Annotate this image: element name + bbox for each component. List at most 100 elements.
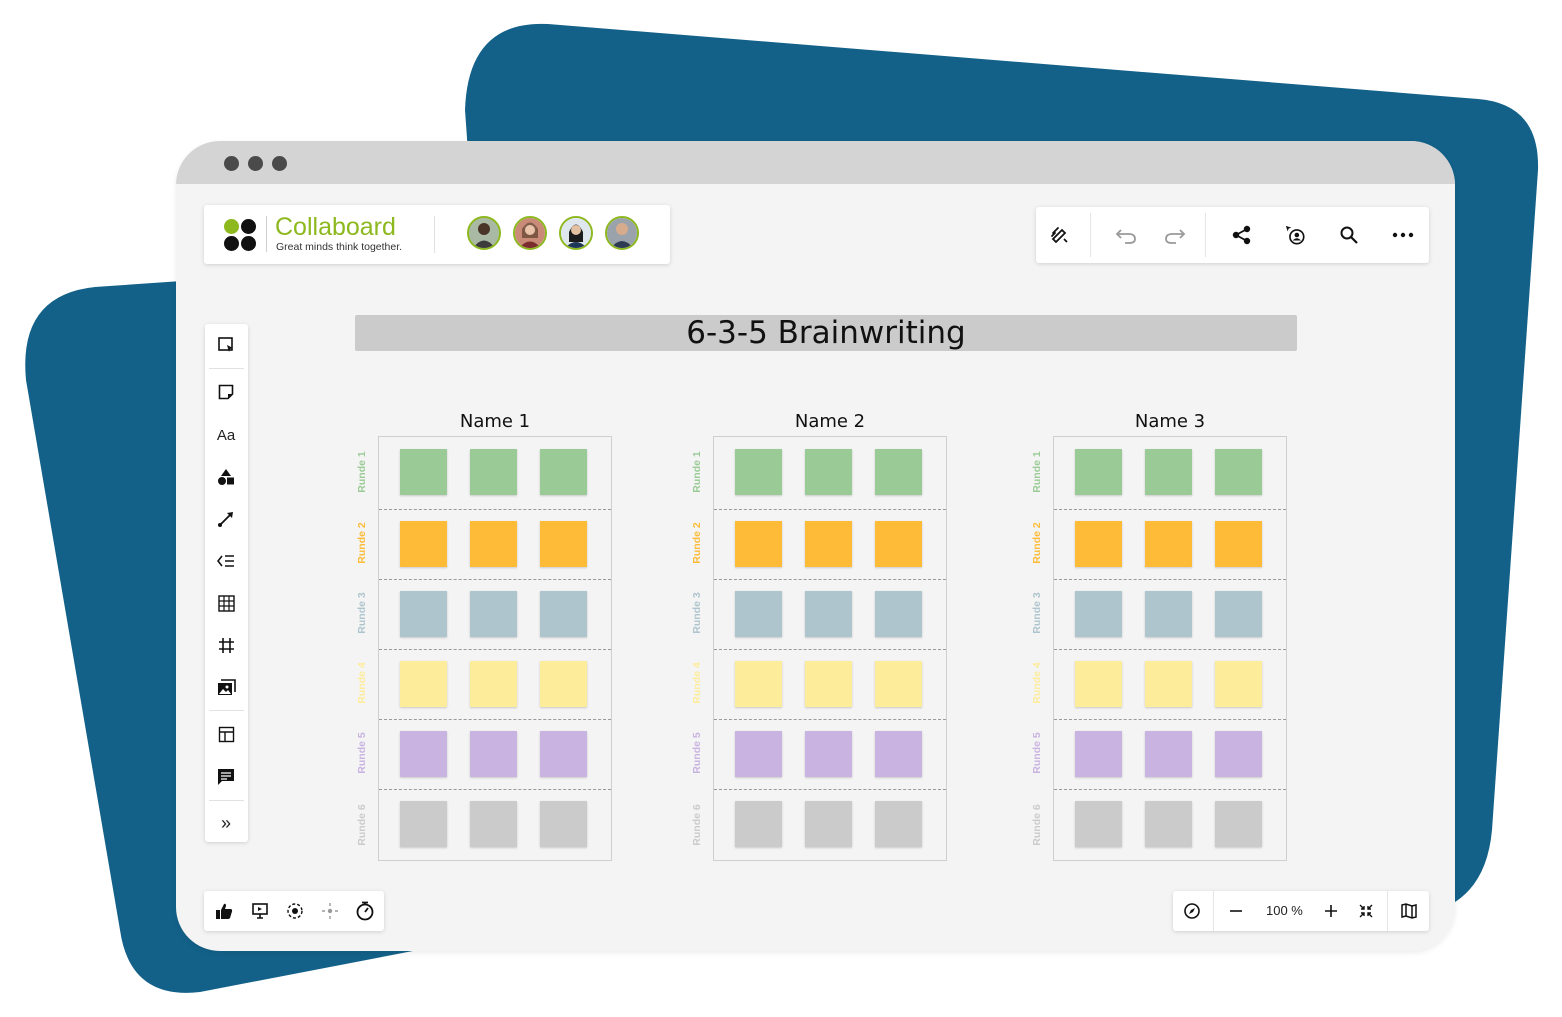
zoom-in-icon[interactable] bbox=[1321, 901, 1341, 921]
sticky-note[interactable] bbox=[540, 731, 587, 777]
sticky-note[interactable] bbox=[1145, 661, 1192, 707]
share-icon[interactable] bbox=[1231, 224, 1253, 246]
sticky-note[interactable] bbox=[735, 661, 782, 707]
sticky-note[interactable] bbox=[400, 731, 447, 777]
toolbar-divider bbox=[1213, 891, 1214, 931]
round-label: Runde 3 bbox=[356, 592, 368, 634]
text-icon[interactable]: Aa bbox=[216, 426, 236, 444]
sticky-note[interactable] bbox=[735, 591, 782, 637]
sticky-note[interactable] bbox=[540, 521, 587, 567]
sticky-note[interactable] bbox=[1215, 449, 1262, 495]
sticky-note[interactable] bbox=[1215, 801, 1262, 847]
search-icon[interactable] bbox=[1338, 224, 1360, 246]
sticky-note[interactable] bbox=[1215, 731, 1262, 777]
undo-icon[interactable] bbox=[1115, 224, 1137, 246]
column-name[interactable]: Name 2 bbox=[794, 411, 866, 432]
sticky-note[interactable] bbox=[805, 591, 852, 637]
follow-user-icon[interactable] bbox=[1284, 224, 1306, 246]
sticky-note[interactable] bbox=[540, 801, 587, 847]
sticky-note[interactable] bbox=[400, 449, 447, 495]
sticky-note[interactable] bbox=[1145, 521, 1192, 567]
sticky-note[interactable] bbox=[875, 661, 922, 707]
template-icon[interactable] bbox=[215, 723, 237, 745]
connector-icon[interactable] bbox=[215, 508, 237, 530]
sticky-note[interactable] bbox=[1145, 591, 1192, 637]
expand-icon[interactable]: » bbox=[220, 812, 231, 833]
sticky-note[interactable] bbox=[735, 521, 782, 567]
sticky-note[interactable] bbox=[1145, 731, 1192, 777]
sticky-note[interactable] bbox=[805, 661, 852, 707]
presentation-icon[interactable] bbox=[250, 901, 270, 921]
brand-panel: Collaboard Great minds think together. bbox=[204, 205, 670, 264]
avatar[interactable] bbox=[605, 216, 639, 250]
sticky-note[interactable] bbox=[875, 521, 922, 567]
sticky-note[interactable] bbox=[470, 449, 517, 495]
comment-icon[interactable] bbox=[215, 766, 237, 788]
more-icon[interactable] bbox=[1392, 224, 1414, 246]
sticky-note[interactable] bbox=[400, 801, 447, 847]
sticky-note[interactable] bbox=[805, 801, 852, 847]
table-icon[interactable] bbox=[215, 592, 237, 614]
redo-icon[interactable] bbox=[1164, 224, 1186, 246]
focus-icon[interactable] bbox=[285, 901, 305, 921]
select-frame-icon[interactable] bbox=[215, 334, 237, 356]
sticky-note[interactable] bbox=[735, 801, 782, 847]
column-name[interactable]: Name 3 bbox=[1134, 411, 1206, 432]
sticky-note[interactable] bbox=[735, 731, 782, 777]
sticky-note[interactable] bbox=[805, 731, 852, 777]
sticky-note-icon[interactable] bbox=[215, 381, 237, 403]
attention-icon[interactable] bbox=[320, 901, 340, 921]
mindmap-icon[interactable] bbox=[215, 550, 237, 572]
sticky-note[interactable] bbox=[1215, 591, 1262, 637]
shapes-icon[interactable] bbox=[215, 466, 237, 488]
map-icon[interactable] bbox=[1399, 901, 1419, 921]
zoom-level[interactable]: 100 % bbox=[1266, 903, 1303, 918]
sticky-note[interactable] bbox=[875, 591, 922, 637]
sticky-note[interactable] bbox=[1075, 731, 1122, 777]
vote-icon[interactable] bbox=[214, 901, 234, 921]
board-title-bar[interactable]: 6-3-5 Brainwriting bbox=[355, 315, 1297, 351]
sticky-note[interactable] bbox=[735, 449, 782, 495]
sticky-note[interactable] bbox=[540, 661, 587, 707]
frame-icon[interactable] bbox=[215, 634, 237, 656]
round-label: Runde 2 bbox=[1031, 522, 1043, 564]
sticky-note[interactable] bbox=[1215, 661, 1262, 707]
fit-screen-icon[interactable] bbox=[1356, 901, 1376, 921]
zoom-out-icon[interactable] bbox=[1226, 901, 1246, 921]
sticky-note[interactable] bbox=[400, 591, 447, 637]
board-title: 6-3-5 Brainwriting bbox=[686, 315, 966, 351]
avatar[interactable] bbox=[513, 216, 547, 250]
media-icon[interactable] bbox=[215, 676, 237, 698]
sticky-note[interactable] bbox=[470, 661, 517, 707]
sticky-note[interactable] bbox=[400, 661, 447, 707]
sticky-note[interactable] bbox=[875, 449, 922, 495]
sticky-note[interactable] bbox=[540, 591, 587, 637]
sticky-note[interactable] bbox=[1215, 521, 1262, 567]
sticky-note[interactable] bbox=[470, 591, 517, 637]
sticky-note[interactable] bbox=[1075, 521, 1122, 567]
sticky-note[interactable] bbox=[470, 731, 517, 777]
sticky-note[interactable] bbox=[875, 731, 922, 777]
sticky-note[interactable] bbox=[470, 801, 517, 847]
sticky-note[interactable] bbox=[1075, 591, 1122, 637]
sticky-note[interactable] bbox=[1075, 449, 1122, 495]
magic-pen-icon[interactable] bbox=[1049, 224, 1071, 246]
round-label: Runde 2 bbox=[356, 522, 368, 564]
avatar[interactable] bbox=[559, 216, 593, 250]
sticky-note[interactable] bbox=[805, 521, 852, 567]
sticky-note[interactable] bbox=[875, 801, 922, 847]
compass-icon[interactable] bbox=[1182, 901, 1202, 921]
timer-icon[interactable] bbox=[355, 901, 375, 921]
sticky-note[interactable] bbox=[1075, 661, 1122, 707]
sticky-note[interactable] bbox=[540, 449, 587, 495]
sticky-note[interactable] bbox=[400, 521, 447, 567]
sticky-note[interactable] bbox=[1075, 801, 1122, 847]
sticky-note[interactable] bbox=[1145, 801, 1192, 847]
avatar[interactable] bbox=[467, 216, 501, 250]
round-divider bbox=[379, 789, 611, 790]
sticky-note[interactable] bbox=[1145, 449, 1192, 495]
collaboard-logo-icon[interactable] bbox=[224, 219, 256, 251]
sticky-note[interactable] bbox=[470, 521, 517, 567]
column-name[interactable]: Name 1 bbox=[459, 411, 531, 432]
sticky-note[interactable] bbox=[805, 449, 852, 495]
